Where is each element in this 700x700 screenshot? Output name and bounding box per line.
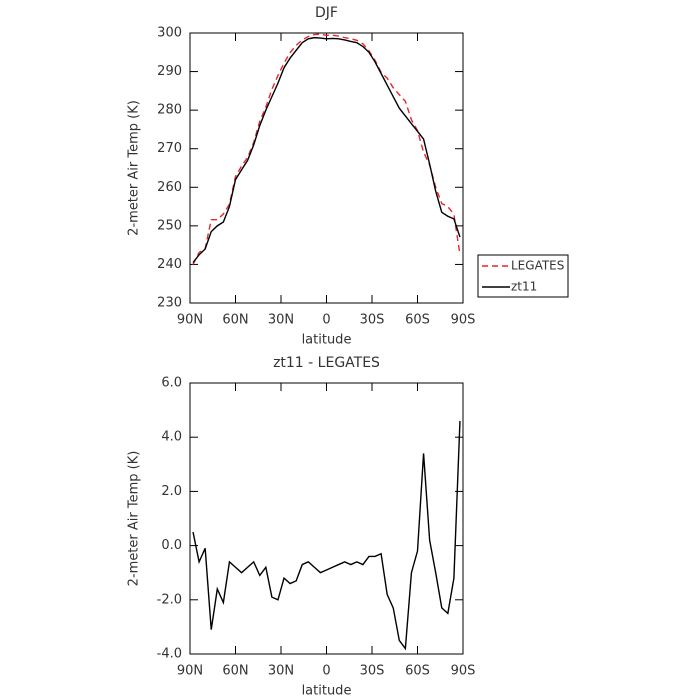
y-tick-label: 250 <box>157 218 182 233</box>
y-tick-label: 230 <box>157 296 182 311</box>
x-tick-label: 30N <box>268 664 294 679</box>
x-axis-label: latitude <box>302 684 352 699</box>
y-tick-label: 2.0 <box>161 484 182 499</box>
y-axis-label: 2-meter Air Temp (K) <box>127 451 142 587</box>
x-axis-label: latitude <box>302 333 352 348</box>
y-tick-label: 270 <box>157 141 182 156</box>
legend-label: zt11 <box>511 280 537 294</box>
x-tick-label: 90N <box>177 664 203 679</box>
chart-title: zt11 - LEGATES <box>273 355 380 371</box>
data-line <box>192 33 461 265</box>
y-tick-label: 290 <box>157 64 182 79</box>
x-tick-label: 60N <box>222 313 248 328</box>
y-tick-label: 260 <box>157 180 182 195</box>
x-tick-label: 90S <box>451 313 476 328</box>
chart-title: DJF <box>315 5 338 21</box>
data-line <box>192 36 461 263</box>
x-tick-label: 0 <box>322 664 330 679</box>
x-tick-label: 90N <box>177 313 203 328</box>
x-tick-label: 30N <box>268 313 294 328</box>
plot-frame <box>189 382 464 655</box>
plot-frame <box>189 32 464 304</box>
x-tick-label: 30S <box>360 664 385 679</box>
data-line <box>192 420 461 651</box>
legend-label: LEGATES <box>511 259 564 273</box>
x-tick-label: 0 <box>322 313 330 328</box>
legend-box <box>477 254 569 298</box>
y-tick-label: 280 <box>157 103 182 118</box>
y-axis-label: 2-meter Air Temp (K) <box>127 100 142 236</box>
x-tick-label: 60N <box>222 664 248 679</box>
y-tick-label: 0.0 <box>161 538 182 553</box>
y-tick-label: 240 <box>157 257 182 272</box>
x-tick-label: 30S <box>360 313 385 328</box>
y-tick-label: 6.0 <box>161 376 182 391</box>
y-tick-label: -2.0 <box>157 592 182 607</box>
x-tick-label: 60S <box>405 313 430 328</box>
x-tick-label: 90S <box>451 664 476 679</box>
y-tick-label: -4.0 <box>157 647 182 662</box>
x-tick-label: 60S <box>405 664 430 679</box>
y-tick-label: 4.0 <box>161 430 182 445</box>
y-tick-label: 300 <box>157 26 182 41</box>
